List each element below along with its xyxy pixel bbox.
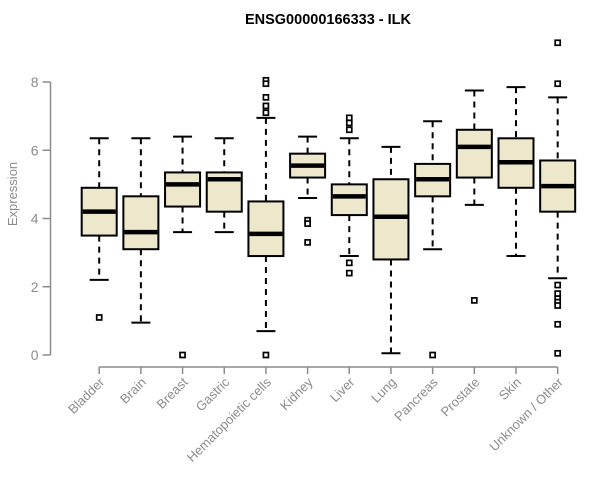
outlier-point	[262, 109, 270, 117]
outlier-point	[179, 351, 186, 359]
outlier-point	[554, 281, 562, 289]
outlier-point	[95, 314, 103, 321]
outlier-point	[304, 239, 311, 246]
outlier-point	[554, 290, 562, 297]
outlier-point	[345, 126, 353, 134]
outlier-point	[262, 102, 270, 110]
boxplot-kidney	[289, 135, 327, 246]
x-tick-label-liver: Liver	[327, 374, 358, 405]
iqr-box	[164, 171, 202, 208]
outlier-point	[554, 80, 562, 88]
x-tick-label-skin: Skin	[496, 375, 524, 403]
y-axis: 0 2 4 6 8	[31, 74, 52, 363]
boxplot-pancreas	[414, 120, 452, 359]
x-tick-label-gastric: Gastric	[193, 374, 233, 414]
boxplot-lung	[372, 145, 410, 355]
boxplot-breast	[164, 135, 202, 359]
x-tick-label-bladder: Bladder	[65, 374, 108, 417]
outlier-point	[554, 302, 562, 309]
outlier-point	[262, 80, 270, 88]
iqr-box	[122, 195, 160, 251]
boxplot-series	[80, 39, 577, 359]
iqr-box	[372, 178, 410, 261]
y-tick-label-2: 2	[31, 279, 39, 295]
outlier-point	[345, 119, 353, 127]
outlier-point	[429, 351, 436, 359]
chart-title: ENSG00000166333 - ILK	[245, 12, 412, 28]
outlier-point	[262, 94, 270, 101]
x-tick-label-kidney: Kidney	[277, 374, 316, 413]
x-tick-label-lung: Lung	[368, 375, 399, 406]
boxplot-bladder	[80, 137, 118, 321]
boxplot-liver	[330, 114, 368, 277]
y-tick-label-6: 6	[31, 142, 39, 158]
y-tick-label-0: 0	[31, 347, 39, 363]
outlier-point	[262, 351, 270, 359]
iqr-box	[330, 183, 368, 217]
x-tick-label-prostate: Prostate	[438, 375, 483, 420]
iqr-box	[247, 200, 285, 258]
outlier-point	[345, 259, 353, 267]
x-tick-label-pancreas: Pancreas	[391, 374, 441, 424]
outlier-point	[554, 320, 562, 328]
x-tick-label-unknown-other: Unknown / Other	[486, 374, 566, 454]
outlier-point	[554, 39, 562, 47]
outlier-point	[470, 297, 478, 304]
iqr-box	[455, 128, 493, 179]
x-tick-label-brain: Brain	[117, 375, 149, 407]
boxplot-unknown-other	[539, 39, 577, 357]
boxplot-skin	[497, 86, 535, 258]
boxplot-gastric	[205, 137, 243, 234]
outlier-point	[345, 114, 353, 122]
x-tick-label-breast: Breast	[154, 374, 191, 411]
outlier-point	[304, 220, 311, 227]
boxplot-hematopoietic-cells	[247, 76, 285, 359]
y-axis-label: Expression	[5, 162, 20, 226]
outlier-point	[345, 269, 353, 277]
y-tick-label-8: 8	[31, 74, 39, 90]
y-tick-label-4: 4	[31, 211, 39, 227]
boxplot-brain	[122, 137, 160, 324]
outlier-point	[554, 349, 562, 357]
boxplot-prostate	[455, 89, 493, 304]
